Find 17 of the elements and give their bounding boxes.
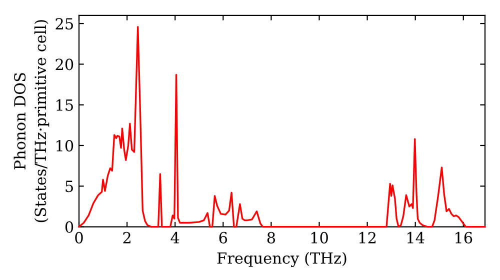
y-tick-label: 20 bbox=[56, 58, 74, 70]
x-tick-label: 14 bbox=[407, 232, 424, 244]
y-tick-label: 25 bbox=[56, 18, 73, 30]
y-tick-label: 5 bbox=[66, 180, 73, 192]
y-tick-label: 15 bbox=[56, 99, 73, 111]
x-tick-label: 4 bbox=[170, 232, 180, 244]
y-tick-label: 0 bbox=[65, 221, 74, 233]
x-tick-label: 2 bbox=[123, 232, 130, 244]
x-tick-label: 16 bbox=[456, 232, 472, 244]
x-tick-label: 8 bbox=[267, 232, 276, 244]
x-tick-label: 6 bbox=[219, 232, 228, 244]
x-tick-label: 10 bbox=[311, 232, 328, 244]
y-tick-label: 10 bbox=[56, 140, 74, 152]
x-tick-label: 0 bbox=[75, 232, 83, 244]
y-axis-title: Phonon DOS (States/THz·primitive cell) bbox=[14, 20, 50, 222]
x-tick-label: 12 bbox=[359, 232, 376, 244]
x-axis-title: Frequency (THz) bbox=[217, 252, 346, 268]
